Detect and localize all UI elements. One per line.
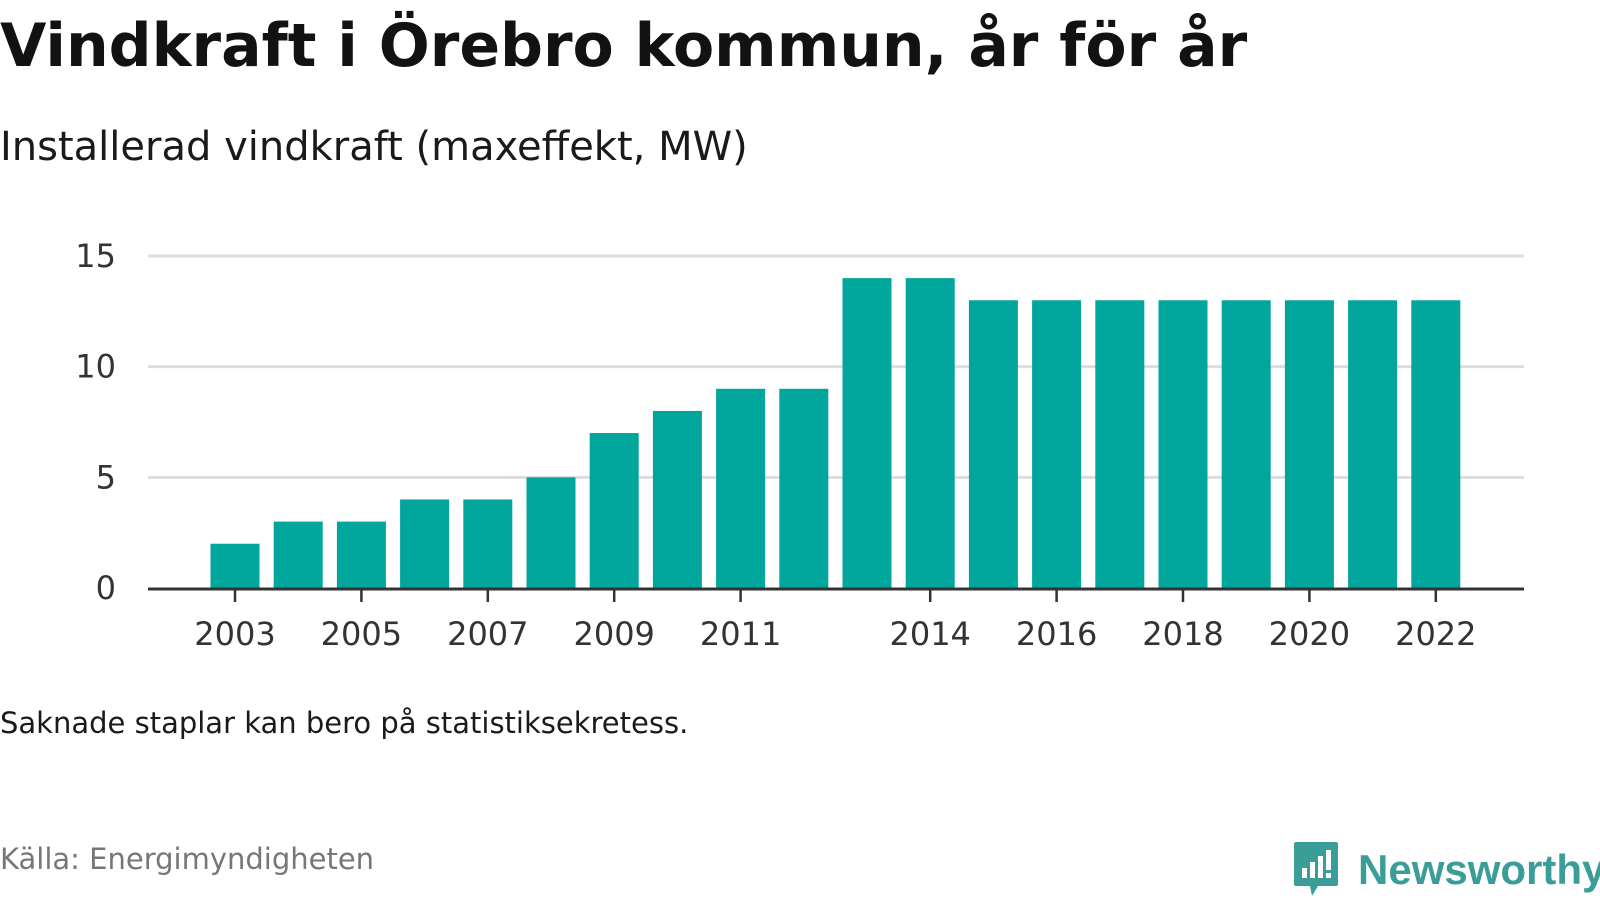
y-tick-label: 5 [96, 458, 116, 496]
x-tick-label: 2011 [700, 615, 781, 653]
bar-2015 [968, 300, 1018, 588]
footnote: Saknade staplar kan bero på statistiksek… [0, 706, 689, 740]
bar-2008 [526, 477, 576, 588]
bar-2014 [905, 278, 955, 588]
bar-2010 [652, 410, 702, 588]
brand-logo: Newsworthy [1292, 840, 1600, 900]
x-tick-label: 2003 [194, 615, 275, 653]
x-tick-label: 2014 [889, 615, 970, 653]
x-tick-label: 2005 [321, 615, 402, 653]
brand-name: Newsworthy [1358, 846, 1600, 893]
bar-2013 [842, 278, 892, 588]
bar-2019 [1221, 300, 1271, 588]
y-tick-label: 0 [96, 569, 116, 607]
bar-2011 [716, 388, 766, 588]
x-tick-label: 2018 [1142, 615, 1223, 653]
bar-2005 [336, 521, 386, 588]
bar-2007 [463, 499, 513, 588]
x-tick-label: 2022 [1395, 615, 1476, 653]
bar-2003 [210, 543, 260, 588]
x-tick-label: 2007 [447, 615, 528, 653]
bar-2004 [273, 521, 323, 588]
bar-2020 [1284, 300, 1334, 588]
bar-2006 [400, 499, 450, 588]
bar-2009 [589, 433, 639, 588]
bar-2021 [1348, 300, 1398, 588]
source-credit: Källa: Energimyndigheten [0, 842, 375, 876]
bar-2017 [1095, 300, 1145, 588]
chart-subtitle: Installerad vindkraft (maxeffekt, MW) [0, 124, 748, 170]
bar-2012 [779, 388, 829, 588]
y-tick-label: 10 [75, 348, 116, 386]
bar-2022 [1411, 300, 1461, 588]
bar-chart: 0 5 10 15 2003 2005 2007 2009 2011 2014 2016 2018 20… [75, 237, 1524, 653]
newsworthy-logo-icon [1294, 842, 1338, 896]
bar-2016 [1032, 300, 1082, 588]
x-tick-label: 2016 [1016, 615, 1097, 653]
x-tick-label: 2009 [573, 615, 654, 653]
chart-title: Vindkraft i Örebro kommun, år för år [0, 11, 1248, 81]
y-tick-label: 15 [75, 237, 116, 275]
bar-2018 [1158, 300, 1208, 588]
x-tick-label: 2020 [1269, 615, 1350, 653]
